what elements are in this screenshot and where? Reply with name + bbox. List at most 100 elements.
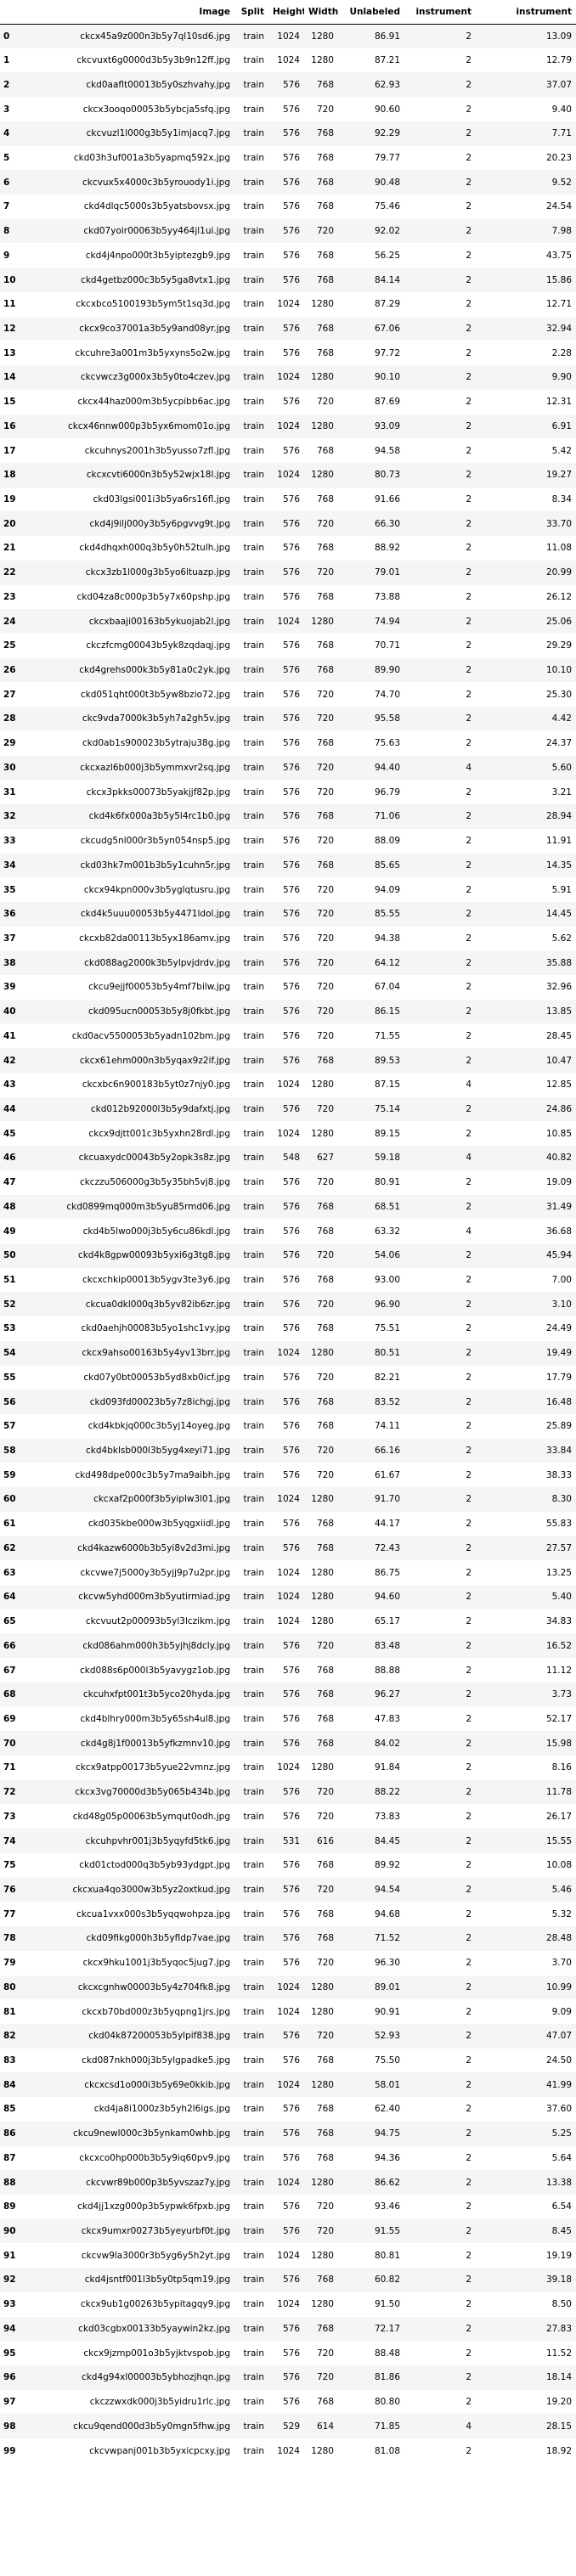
split: train	[234, 2365, 268, 2390]
table-row: 37 ckcxb82da00113b5yx186amv.jpg train 576 72…	[0, 926, 576, 951]
instrument-pct: 11.52	[476, 2341, 576, 2365]
height: 576	[268, 1779, 304, 1805]
table-row: 31 ckcx3pkks00073b5yakjjf82p.jpg train 576 7…	[0, 780, 576, 804]
unlabeled-pct: 92.29	[338, 121, 404, 146]
width: 768	[304, 2389, 338, 2415]
unlabeled-pct: 89.53	[338, 1048, 404, 1073]
instrument-pct: 10.08	[476, 1852, 576, 1878]
image-filename: ckcx9co37001a3b5y9and08yr.jpg	[34, 316, 234, 341]
image-filename: ckczzwxdk000j3b5yidru1rlc.jpg	[34, 2389, 234, 2415]
height: 1024	[268, 1121, 304, 1147]
instrument-pct: 9.09	[476, 1999, 576, 2024]
image-filename: ckcvux5x4000c3b5yrouody1i.jpg	[34, 170, 234, 195]
split: train	[234, 2341, 268, 2365]
instrument-pct: 3.70	[476, 1950, 576, 1976]
split: train	[234, 97, 268, 121]
row-index: 34	[0, 853, 34, 878]
width: 768	[304, 2268, 338, 2292]
unlabeled-pct: 82.21	[338, 1365, 404, 1390]
width: 720	[304, 1804, 338, 1829]
instrument-pct: 19.19	[476, 2243, 576, 2269]
split: train	[234, 657, 268, 683]
instrument-pct: 17.79	[476, 1365, 576, 1390]
width: 627	[304, 1146, 338, 1170]
instrument-count: 2	[404, 2438, 476, 2463]
split: train	[234, 1633, 268, 1659]
image-filename: ckcx3vg70000d3b5y065b434b.jpg	[34, 1779, 234, 1805]
height: 576	[268, 2316, 304, 2342]
instrument-pct: 24.50	[476, 2048, 576, 2073]
height: 576	[268, 1511, 304, 1536]
unlabeled-pct: 56.25	[338, 243, 404, 268]
table-row: 44 ckd012b92000l3b5y9dafxtj.jpg train 576 72…	[0, 1096, 576, 1122]
table-row: 3 ckcx3ooqo00053b5ybcja5sfq.jpg train 576 72…	[0, 97, 576, 121]
instrument-count: 2	[404, 414, 476, 439]
row-index: 7	[0, 194, 34, 219]
height: 576	[268, 950, 304, 976]
table-row: 43 ckcxbc6n900183b5yt0z7njy0.jpg train 1024…	[0, 1072, 576, 1097]
instrument-pct: 33.84	[476, 1438, 576, 1463]
instrument-pct: 37.60	[476, 2097, 576, 2122]
image-filename: ckcx9djtt001c3b5yxhn28rdl.jpg	[34, 1121, 234, 1147]
split: train	[234, 901, 268, 927]
image-filename: ckd4jsntf001l3b5y0tp5qm19.jpg	[34, 2268, 234, 2292]
instrument-pct: 39.18	[476, 2268, 576, 2292]
width: 768	[304, 1536, 338, 1561]
instrument-count: 2	[404, 97, 476, 121]
instrument-pct: 13.85	[476, 999, 576, 1024]
row-index: 31	[0, 780, 34, 804]
instrument-pct: 11.08	[476, 536, 576, 561]
image-filename: ckcudg5nl000r3b5yn054nsp5.jpg	[34, 828, 234, 854]
instrument-count: 2	[404, 804, 476, 829]
row-index: 54	[0, 1340, 34, 1366]
height: 576	[268, 2145, 304, 2171]
row-index: 29	[0, 730, 34, 756]
instrument-count: 2	[404, 1438, 476, 1463]
instrument-pct: 35.88	[476, 950, 576, 976]
height: 576	[268, 1292, 304, 1317]
split: train	[234, 1999, 268, 2024]
instrument-pct: 55.83	[476, 1511, 576, 1536]
unlabeled-pct: 90.48	[338, 170, 404, 195]
instrument-count: 2	[404, 1194, 476, 1220]
instrument-pct: 45.94	[476, 1243, 576, 1268]
image-filename: ckcxb70bd000z3b5yqpng1jrs.jpg	[34, 1999, 234, 2024]
height: 576	[268, 975, 304, 1000]
split: train	[234, 536, 268, 561]
instrument-pct: 8.45	[476, 2218, 576, 2244]
instrument-pct: 27.83	[476, 2316, 576, 2342]
row-index: 1	[0, 48, 34, 73]
width: 768	[304, 1902, 338, 1927]
instrument-count: 2	[404, 1585, 476, 1609]
unlabeled-pct: 84.14	[338, 268, 404, 292]
split: train	[234, 145, 268, 171]
unlabeled-pct: 94.40	[338, 755, 404, 781]
row-index: 99	[0, 2438, 34, 2463]
height: 576	[268, 2341, 304, 2365]
table-row: 25 ckczfcmg00043b5yk8zqdaqj.jpg train 576 76…	[0, 633, 576, 658]
instrument-count: 2	[404, 1096, 476, 1122]
image-filename: ckcx3pkks00073b5yakjjf82p.jpg	[34, 780, 234, 804]
row-index: 82	[0, 2023, 34, 2049]
row-index: 14	[0, 365, 34, 390]
image-filename: ckd0acv5500053b5yadn102bm.jpg	[34, 1023, 234, 1049]
instrument-count: 2	[404, 1731, 476, 1756]
unlabeled-pct: 88.09	[338, 828, 404, 854]
table-row: 33 ckcudg5nl000r3b5yn054nsp5.jpg train 576 7…	[0, 828, 576, 854]
height: 576	[268, 2365, 304, 2390]
table-row: 27 ckd051qht000t3b5yw8bzio72.jpg train 576 7…	[0, 682, 576, 707]
table-row: 75 ckd01ctod000q3b5yb93ydgpt.jpg train 576 7…	[0, 1852, 576, 1878]
table-row: 9 ckd4j4npo000t3b5yiptezgb9.jpg train 576 76…	[0, 243, 576, 268]
unlabeled-pct: 68.51	[338, 1194, 404, 1220]
table-row: 95 ckcx9jzmp001o3b5yjktvspob.jpg train 576 7…	[0, 2341, 576, 2365]
width: 768	[304, 1267, 338, 1293]
table-row: 38 ckd088ag2000k3b5ylpvjdrdv.jpg train 576 7…	[0, 950, 576, 976]
height: 576	[268, 1536, 304, 1561]
unlabeled-pct: 90.10	[338, 365, 404, 390]
height: 576	[268, 2121, 304, 2146]
instrument-pct: 37.07	[476, 72, 576, 98]
instrument-pct: 10.99	[476, 1975, 576, 2000]
unlabeled-pct: 91.55	[338, 2218, 404, 2244]
instrument-count: 2	[404, 877, 476, 902]
instrument-count: 2	[404, 170, 476, 195]
